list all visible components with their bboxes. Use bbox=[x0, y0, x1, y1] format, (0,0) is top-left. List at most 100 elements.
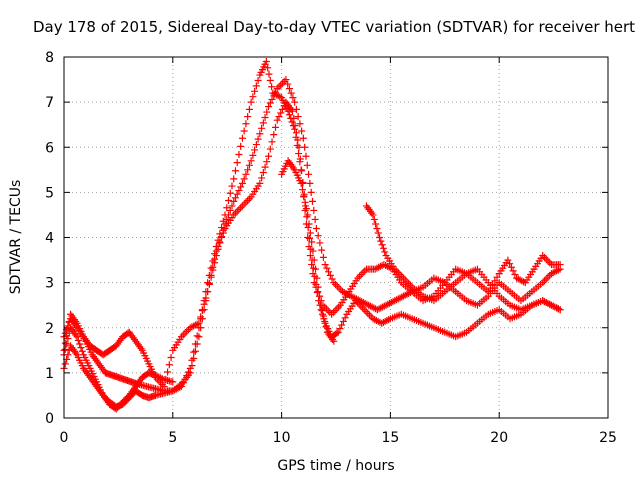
data-point bbox=[288, 118, 296, 126]
data-point bbox=[295, 150, 303, 158]
data-point bbox=[73, 333, 81, 341]
x-tick-label: 25 bbox=[599, 430, 617, 446]
data-point bbox=[333, 329, 341, 337]
data-point bbox=[188, 362, 196, 370]
data-point bbox=[299, 134, 307, 142]
data-point bbox=[378, 241, 386, 249]
x-tick-label: 10 bbox=[273, 430, 291, 446]
data-point bbox=[509, 267, 517, 275]
data-point bbox=[315, 292, 323, 300]
data-point bbox=[369, 211, 377, 219]
data-point bbox=[259, 169, 267, 177]
data-point bbox=[289, 94, 297, 102]
series-4 bbox=[60, 157, 564, 413]
data-point bbox=[226, 189, 234, 197]
x-axis-label: GPS time / hours bbox=[277, 458, 394, 474]
data-point bbox=[316, 239, 324, 247]
data-point bbox=[211, 255, 219, 263]
data-point bbox=[262, 58, 270, 66]
data-point bbox=[226, 206, 234, 214]
data-point bbox=[268, 95, 276, 103]
data-point bbox=[225, 196, 233, 204]
data-point bbox=[300, 192, 308, 200]
data-point bbox=[264, 64, 272, 72]
data-point bbox=[261, 163, 269, 171]
data-point bbox=[285, 111, 293, 119]
data-point bbox=[190, 354, 198, 362]
data-point bbox=[374, 229, 382, 237]
data-point bbox=[310, 206, 318, 214]
data-point bbox=[372, 220, 380, 228]
data-point bbox=[381, 248, 389, 256]
data-point bbox=[292, 129, 300, 137]
data-point bbox=[202, 297, 210, 305]
data-point bbox=[318, 307, 326, 315]
data-point bbox=[305, 170, 313, 178]
data-point bbox=[295, 143, 303, 151]
data-point bbox=[336, 325, 344, 333]
data-point bbox=[309, 247, 317, 255]
data-point bbox=[64, 335, 72, 343]
data-point bbox=[207, 271, 215, 279]
data-point bbox=[317, 301, 325, 309]
data-point bbox=[256, 130, 264, 138]
data-point bbox=[165, 361, 173, 369]
x-tick-label: 0 bbox=[60, 430, 69, 446]
data-point bbox=[216, 238, 224, 246]
data-point bbox=[318, 246, 326, 254]
data-point bbox=[303, 161, 311, 169]
data-point bbox=[310, 256, 318, 264]
data-point bbox=[247, 98, 255, 106]
data-point bbox=[278, 105, 286, 113]
data-series bbox=[60, 58, 564, 413]
data-point bbox=[291, 98, 299, 106]
data-point bbox=[270, 131, 278, 139]
data-point bbox=[296, 155, 304, 163]
data-point bbox=[198, 315, 206, 323]
data-point bbox=[65, 317, 73, 325]
y-tick-label: 0 bbox=[45, 411, 54, 427]
data-point bbox=[506, 260, 514, 268]
data-point bbox=[287, 89, 295, 97]
data-point bbox=[256, 179, 264, 187]
data-point bbox=[302, 152, 310, 160]
data-point bbox=[263, 108, 271, 116]
data-point bbox=[319, 253, 327, 261]
data-point bbox=[294, 136, 302, 144]
data-point bbox=[252, 141, 260, 149]
data-point bbox=[273, 116, 281, 124]
data-point bbox=[504, 256, 512, 264]
data-point bbox=[305, 234, 313, 242]
data-point bbox=[302, 205, 310, 213]
y-axis-label: SDTVAR / TECUs bbox=[8, 180, 24, 295]
data-point bbox=[254, 135, 262, 143]
data-point bbox=[338, 321, 346, 329]
data-point bbox=[313, 289, 321, 297]
data-point bbox=[242, 120, 250, 128]
data-point bbox=[231, 167, 239, 175]
data-point bbox=[259, 119, 267, 127]
data-point bbox=[334, 328, 342, 336]
data-point bbox=[314, 232, 322, 240]
data-point bbox=[263, 158, 271, 166]
data-point bbox=[308, 238, 316, 246]
data-point bbox=[268, 83, 276, 91]
data-point bbox=[266, 145, 274, 153]
data-point bbox=[231, 194, 239, 202]
series-2 bbox=[60, 76, 564, 390]
data-point bbox=[341, 314, 349, 322]
y-tick-label: 1 bbox=[45, 366, 54, 382]
data-point bbox=[294, 113, 302, 121]
data-point bbox=[266, 76, 274, 84]
data-point bbox=[228, 202, 236, 210]
data-point bbox=[297, 179, 305, 187]
data-point bbox=[240, 175, 248, 183]
data-point bbox=[212, 247, 220, 255]
data-point bbox=[258, 174, 266, 182]
data-point bbox=[290, 114, 298, 122]
data-point bbox=[325, 268, 333, 276]
data-point bbox=[61, 360, 69, 368]
data-point bbox=[493, 273, 501, 281]
data-point bbox=[258, 124, 266, 132]
data-point bbox=[204, 288, 212, 296]
